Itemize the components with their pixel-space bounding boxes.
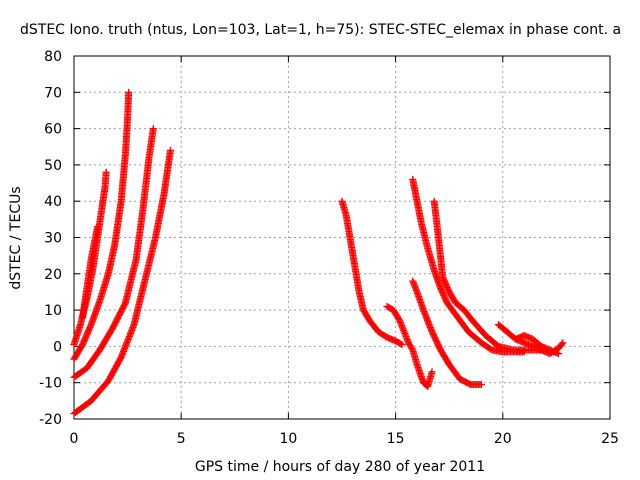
series-3 (70, 88, 133, 363)
series-8 (409, 277, 485, 389)
x-axis-label: GPS time / hours of day 280 of year 2011 (195, 459, 485, 475)
data-point (477, 381, 485, 389)
x-tick-label: 15 (387, 431, 405, 447)
y-tick-label: 60 (44, 122, 62, 138)
y-tick-label: 40 (44, 194, 62, 210)
data-point (408, 345, 416, 353)
series-6 (338, 197, 406, 349)
y-tick-label: -20 (39, 412, 62, 428)
data-point (94, 223, 102, 231)
y-tick-label: 20 (44, 267, 62, 283)
y-tick-label: 80 (44, 49, 62, 65)
y-tick-label: 70 (44, 85, 62, 101)
y-axis-label: dSTEC / TECUs (8, 186, 24, 289)
data-point (125, 88, 133, 96)
series-5 (70, 146, 174, 418)
series-2 (79, 223, 102, 321)
data-point (102, 168, 110, 176)
data-point (397, 340, 405, 348)
series-7 (383, 302, 436, 390)
data-point (555, 350, 563, 358)
y-tick-label: 0 (53, 339, 62, 355)
data-point (149, 125, 157, 133)
y-tick-label: 50 (44, 158, 62, 174)
series-9 (409, 175, 528, 356)
y-tick-label: -10 (39, 376, 62, 392)
x-tick-label: 5 (177, 431, 186, 447)
data-point (398, 341, 406, 349)
x-tick-label: 0 (70, 431, 79, 447)
data-point (428, 368, 436, 376)
x-tick-label: 25 (601, 431, 619, 447)
data-marks (70, 88, 567, 418)
series-12 (512, 332, 563, 358)
chart-title: dSTEC Iono. truth (ntus, Lon=103, Lat=1,… (20, 22, 621, 38)
series-4 (70, 125, 157, 381)
x-tick-label: 20 (494, 431, 512, 447)
data-point (558, 340, 566, 348)
data-point (559, 339, 567, 347)
y-tick-label: 10 (44, 303, 62, 319)
x-tick-label: 10 (279, 431, 297, 447)
y-tick-label: 30 (44, 231, 62, 247)
axis-ticks: 0 5 10 15 20 25 -20 -10 0 10 20 30 40 50 60 70 80 (39, 49, 619, 447)
grid (74, 56, 610, 419)
data-point (166, 146, 174, 154)
series-10 (430, 197, 550, 354)
